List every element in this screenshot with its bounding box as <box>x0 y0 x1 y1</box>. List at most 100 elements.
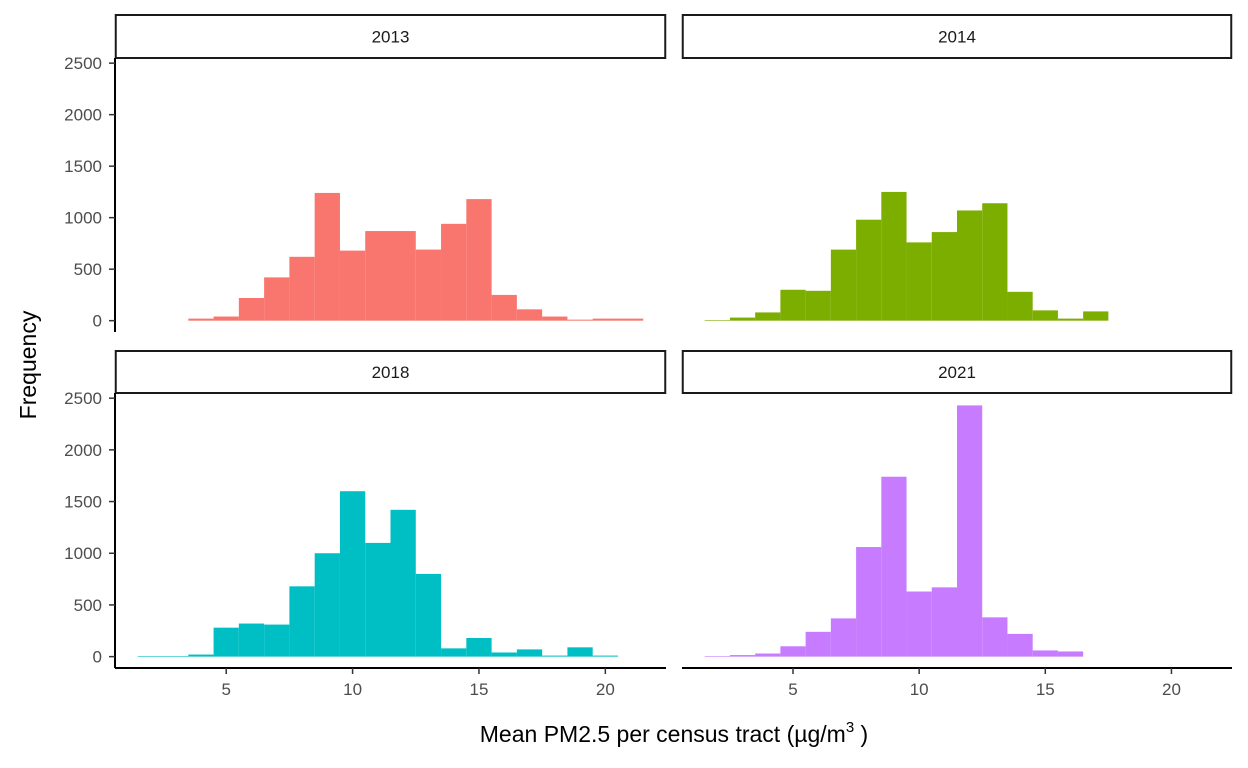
panels: 2013 0 500 1000 1500 2000 2500 2014 2018 0 500 1000… <box>64 14 1233 699</box>
y-tick-label: 2000 <box>64 106 102 125</box>
y-tick-label: 2500 <box>64 54 102 73</box>
histogram-bar <box>415 249 442 321</box>
y-tick-label: 0 <box>93 312 102 331</box>
facet-label: 2018 <box>372 363 410 382</box>
histogram-bar <box>830 618 857 657</box>
histogram-bar <box>542 316 568 321</box>
histogram-bar <box>830 249 857 321</box>
x-axis-title-suffix: ) <box>854 721 868 747</box>
y-tick-label: 2000 <box>64 441 102 460</box>
histogram-bar <box>466 199 492 321</box>
histogram-bar <box>906 591 932 657</box>
histogram-bar <box>1007 633 1033 657</box>
y-tick-label: 1500 <box>64 157 102 176</box>
histogram-bar <box>264 277 290 321</box>
histogram-bar <box>805 290 831 321</box>
histogram-bar <box>704 320 730 321</box>
histogram-bar <box>881 191 907 321</box>
histogram-bar <box>491 294 517 321</box>
histogram-bar <box>567 319 593 321</box>
histogram-bar <box>542 655 568 657</box>
facet-strip <box>114 350 667 394</box>
histogram-bar <box>755 653 781 657</box>
y-tick-label: 0 <box>93 648 102 667</box>
histogram-bar <box>617 318 644 321</box>
panel-2013: 2013 0 500 1000 1500 2000 2500 <box>64 14 667 332</box>
histogram-bar <box>516 309 543 321</box>
x-tick-label: 5 <box>788 680 797 699</box>
histogram-bar <box>567 647 593 657</box>
histogram-bar <box>314 553 340 657</box>
histogram-bar <box>264 624 290 657</box>
histogram-bar <box>931 587 957 657</box>
histogram-bar <box>881 476 907 657</box>
y-tick-label: 500 <box>74 260 102 279</box>
histogram-bar <box>390 231 416 321</box>
histogram-bar <box>415 573 442 657</box>
histogram-bar <box>856 219 882 321</box>
histogram-bar <box>137 656 164 657</box>
y-tick-label: 1500 <box>64 493 102 512</box>
facet-label: 2021 <box>938 363 976 382</box>
panel-2021: 2021 5 10 15 20 <box>681 350 1233 699</box>
histogram-bar <box>188 318 214 321</box>
x-axis-title-main: Mean PM2.5 per census tract (µg/m <box>480 721 846 747</box>
histogram-bar <box>339 250 366 321</box>
x-tick-label: 10 <box>343 680 362 699</box>
histogram-bar <box>592 318 618 321</box>
histogram-bar <box>957 405 983 657</box>
x-tick-label: 15 <box>1036 680 1055 699</box>
x-tick-label: 20 <box>596 680 615 699</box>
histogram-bar <box>856 547 882 657</box>
histogram-bar <box>729 317 756 321</box>
histogram-bar <box>592 655 618 657</box>
histogram-bar <box>289 586 315 657</box>
histogram-bar <box>441 223 467 321</box>
histogram-bar <box>982 203 1008 321</box>
histogram-bar <box>188 654 214 657</box>
histogram-bar <box>957 210 983 321</box>
histogram-bar <box>1057 318 1084 321</box>
histogram-bar <box>238 623 265 657</box>
y-tick-label: 1000 <box>64 209 102 228</box>
histogram-bar <box>365 542 391 657</box>
histogram-bar <box>314 192 340 321</box>
histogram-bar <box>365 231 391 321</box>
facet-strip <box>681 350 1233 394</box>
x-tick-label: 20 <box>1162 680 1181 699</box>
y-tick-label: 500 <box>74 596 102 615</box>
y-axis-title: Frequency <box>15 310 41 419</box>
histogram-bar <box>805 631 831 657</box>
histogram-bar <box>729 655 756 657</box>
facet-label: 2013 <box>372 28 410 47</box>
histogram-bar <box>466 638 492 657</box>
histogram-bar <box>213 627 239 657</box>
panel-2014: 2014 <box>681 14 1233 321</box>
y-tick-label: 2500 <box>64 389 102 408</box>
histogram-bar <box>931 232 957 321</box>
histogram-bar <box>491 652 517 657</box>
histogram-bar <box>1032 310 1058 321</box>
histogram-bar <box>238 298 265 321</box>
histogram-bar <box>516 649 543 657</box>
histogram-bar <box>289 256 315 321</box>
histogram-bar <box>704 656 730 657</box>
histogram-bar <box>780 646 806 657</box>
x-tick-label: 5 <box>221 680 230 699</box>
y-tick-label: 1000 <box>64 544 102 563</box>
histogram-bar <box>163 656 189 657</box>
histogram-bar <box>1007 291 1033 321</box>
panel-2018: 2018 0 500 1000 1500 2000 2500 5 10 15 20 <box>64 350 667 699</box>
histogram-bar <box>1083 311 1109 321</box>
histogram-bar <box>755 312 781 321</box>
histogram-bar <box>441 648 467 657</box>
histogram-bar <box>339 491 366 657</box>
facet-label: 2014 <box>938 28 976 47</box>
histogram-bar <box>906 242 932 321</box>
histogram-bar <box>780 289 806 321</box>
facet-strip <box>114 14 667 59</box>
histogram-bar <box>1032 650 1058 657</box>
histogram-bar <box>1057 651 1084 657</box>
histogram-bar <box>213 316 239 321</box>
